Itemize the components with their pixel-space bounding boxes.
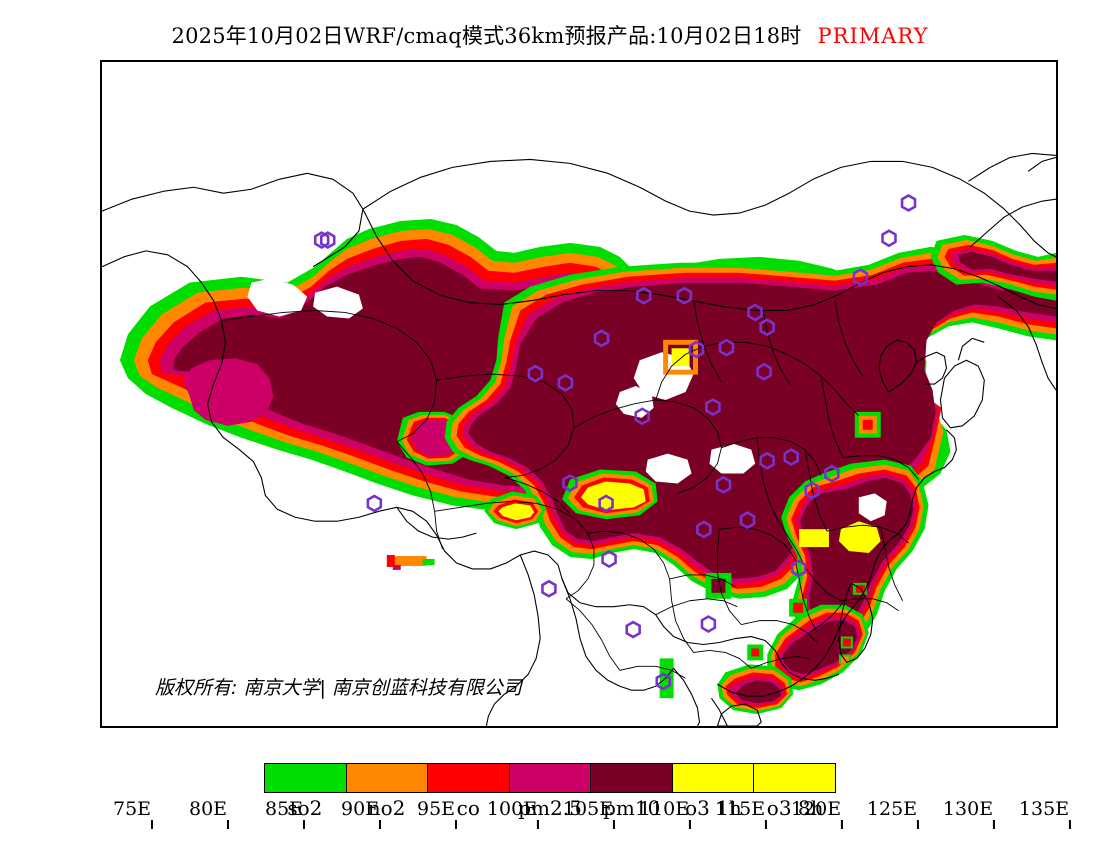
x-tick-label: 130E xyxy=(943,798,996,829)
city-marker-hexagon xyxy=(804,481,820,500)
city-marker-hexagon xyxy=(527,364,544,383)
city-marker-hexagon xyxy=(783,448,799,466)
x-tick-label: 100E xyxy=(487,798,540,829)
map-plot-frame: 50N 45N 40N 35N 30N 25N 20N 75E 80E 85E … xyxy=(100,60,1072,829)
x-tick-label: 105E xyxy=(563,798,616,829)
title-text: 2025年10月02日WRF/cmaq模式36km预报产品:10月02日18时 xyxy=(171,24,802,48)
x-tick-label: 110E xyxy=(639,798,692,829)
city-marker-hexagon xyxy=(718,338,735,357)
legend-swatch-pm10 xyxy=(591,764,673,792)
city-marker-hexagon xyxy=(319,231,336,249)
x-tick-label: 90E xyxy=(341,798,382,829)
city-marker-hexagon xyxy=(562,474,578,493)
city-marker-hexagon xyxy=(655,672,672,691)
city-marker-hexagon xyxy=(700,615,717,633)
x-tick-label: 135E xyxy=(1019,798,1072,829)
x-tick-label: 125E xyxy=(867,798,920,829)
city-marker-hexagon xyxy=(852,268,869,287)
city-marker-hexagon xyxy=(824,464,840,483)
x-tick-label: 80E xyxy=(189,798,230,829)
city-marker-hexagon xyxy=(625,620,641,639)
city-marker-hexagon xyxy=(759,318,775,337)
x-tick-label: 115E xyxy=(715,798,768,829)
legend-swatch-o3-8h xyxy=(754,764,836,792)
map-svg xyxy=(102,152,1056,726)
map-boundaries xyxy=(102,152,1056,726)
city-marker-hexagon xyxy=(601,550,617,569)
x-tick-label: 95E xyxy=(417,798,458,829)
x-tick-label: 120E xyxy=(791,798,844,829)
legend-swatch-no2 xyxy=(346,764,429,792)
legend-label-pm2-5: pm2.5 xyxy=(518,796,582,820)
city-marker-hexagon xyxy=(747,303,763,322)
city-marker-hexagon xyxy=(366,494,383,513)
city-marker-hexagon xyxy=(715,475,732,494)
city-marker-hexagon xyxy=(756,362,772,381)
city-marker-hexagon xyxy=(696,520,712,539)
legend-swatch-pm2-5 xyxy=(509,764,592,792)
legend-swatch-o3-1h xyxy=(672,764,755,792)
legend-label-o3-1h: o3 1h xyxy=(685,796,742,820)
legend-label-row: so2 no2 co pm2.5 pm10 o3 1h o3 8h xyxy=(264,796,836,820)
city-marker-hexagon xyxy=(759,451,775,470)
legend-label-pm10: pm10 xyxy=(603,796,661,820)
legend-label-no2: no2 xyxy=(367,796,406,820)
city-marker-hexagon xyxy=(739,511,756,530)
city-marker-hexagon xyxy=(557,373,574,392)
plume-northeast xyxy=(930,234,1056,301)
copyright-notice: 版权所有: 南京大学| 南京创蓝科技有限公司 xyxy=(155,677,522,699)
city-marker-hexagon xyxy=(900,193,917,212)
legend-swatch-so2 xyxy=(265,764,347,792)
title-primary-tag: PRIMARY xyxy=(817,24,929,48)
legend-label-o3-8h: o3 8h xyxy=(766,796,824,820)
city-marker-hexagon xyxy=(593,329,610,348)
city-marker-hexagon xyxy=(676,286,693,305)
x-tick-label: 85E xyxy=(265,798,306,829)
plume-pearl-delta xyxy=(717,664,794,715)
city-marker-hexagon xyxy=(881,229,897,248)
city-marker-hexagon xyxy=(635,286,652,305)
city-marker-hexagon xyxy=(688,340,705,359)
city-marker-hexagon xyxy=(634,407,651,426)
city-marker-hexagon xyxy=(541,579,557,598)
page-title: 2025年10月02日WRF/cmaq模式36km预报产品:10月02日18时 P… xyxy=(0,20,1100,50)
city-marker-hexagon xyxy=(790,559,807,578)
city-marker-hexagon xyxy=(705,398,721,416)
legend: so2 no2 co pm2.5 pm10 o3 1h o3 8h xyxy=(264,763,836,820)
plume-yangtze-delta xyxy=(781,459,929,649)
x-tick-label: 75E xyxy=(113,798,154,829)
city-marker-hexagon xyxy=(598,494,614,513)
city-marker-hexagon xyxy=(313,231,330,249)
city-markers xyxy=(313,193,917,691)
legend-label-co: co xyxy=(456,796,480,820)
map-canvas xyxy=(102,62,1056,726)
legend-colorbar xyxy=(264,763,836,793)
legend-swatch-co xyxy=(428,764,510,792)
legend-label-so2: so2 xyxy=(287,796,323,820)
plume-southeast-coast xyxy=(767,604,869,691)
